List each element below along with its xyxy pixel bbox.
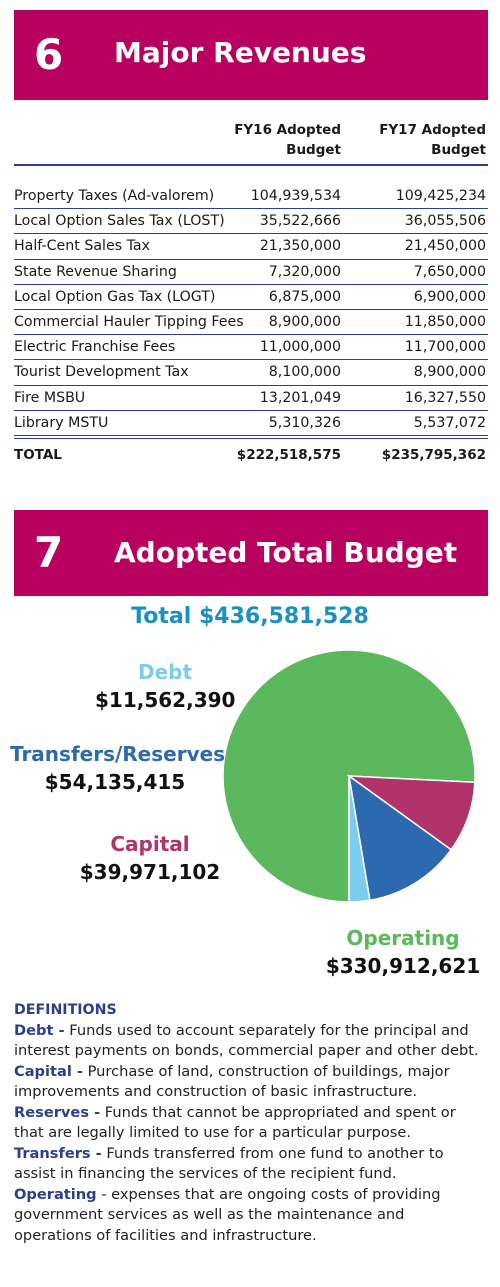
row-fy17: 11,700,000	[404, 339, 486, 356]
pie-slice-operating	[222, 649, 476, 903]
row-fy16: 8,100,000	[268, 364, 341, 381]
definition-term: Operating	[14, 1185, 97, 1203]
row-fy17: 109,425,234	[395, 188, 486, 204]
table-body: Property Taxes (Ad-valorem) 104,939,534 10…	[14, 184, 488, 436]
section-number: 6	[34, 30, 64, 79]
row-fy16: 35,522,666	[259, 213, 341, 230]
definition-item: Reserves - Funds that cannot be appropri…	[14, 1103, 486, 1144]
row-fy17: 7,650,000	[413, 263, 486, 280]
column-header-fy16: FY16 Adopted Budget	[231, 120, 341, 160]
column-header-fy17-label: FY17 Adopted Budget	[379, 122, 486, 158]
row-label: Commercial Hauler Tipping Fees	[14, 313, 244, 330]
row-fy16: 5,310,326	[268, 414, 341, 431]
column-header-fy16-label: FY16 Adopted Budget	[234, 122, 341, 158]
row-label: Local Option Sales Tax (LOST)	[14, 213, 225, 230]
definition-text: Purchase of land, construction of buildi…	[14, 1062, 450, 1101]
definition-item: Operating - expenses that are ongoing co…	[14, 1185, 486, 1247]
table-row: Electric Franchise Fees 11,000,000 11,700,…	[14, 335, 488, 361]
table-row: State Revenue Sharing 7,320,000 7,650,000	[14, 260, 488, 285]
definition-term: Capital -	[14, 1062, 83, 1080]
row-fy17: 36,055,506	[404, 213, 486, 230]
column-header-fy17: FY17 Adopted Budget	[376, 120, 486, 160]
row-fy16: 13,201,049	[259, 389, 341, 406]
total-label: TOTAL	[14, 446, 62, 463]
budget-pie-chart	[222, 649, 476, 903]
table-row: Half-Cent Sales Tax 21,350,000 21,450,000	[14, 234, 488, 260]
table-total-row: TOTAL $222,518,575 $235,795,362	[14, 437, 488, 468]
debt-label: Debt $11,562,390	[95, 660, 235, 712]
row-fy17: 11,850,000	[404, 313, 486, 330]
definition-item: Debt - Funds used to account separately …	[14, 1021, 486, 1062]
transfers-reserves-label: Transfers/Reserves $54,135,415	[10, 742, 226, 794]
capital-name: Capital	[110, 832, 190, 856]
debt-value: $11,562,390	[95, 688, 236, 712]
definition-term: Debt -	[14, 1021, 65, 1039]
row-fy17: 16,327,550	[404, 389, 486, 406]
definition-text: Funds used to account separately for the…	[14, 1021, 479, 1060]
total-fy17: $235,795,362	[381, 446, 486, 463]
row-fy16: 6,875,000	[268, 288, 341, 305]
row-fy17: 21,450,000	[404, 238, 486, 255]
row-fy16: 21,350,000	[259, 238, 341, 255]
row-fy17: 6,900,000	[413, 288, 486, 305]
adopted-total-budget-banner: 7 Adopted Total Budget	[14, 510, 488, 596]
transfers-reserves-value: $54,135,415	[44, 770, 186, 794]
row-label: State Revenue Sharing	[14, 263, 177, 280]
transfers-reserves-name: Transfers/Reserves	[10, 742, 226, 766]
definition-item: Capital - Purchase of land, construction…	[14, 1062, 486, 1103]
table-row: Local Option Gas Tax (LOGT) 6,875,000 6,90…	[14, 285, 488, 310]
row-fy17: 5,537,072	[413, 414, 486, 431]
row-fy16: 104,939,534	[250, 188, 341, 204]
definitions-list: Debt - Funds used to account separately …	[14, 1021, 486, 1247]
table-row: Local Option Sales Tax (LOST) 35,522,666 3…	[14, 209, 488, 235]
table-row: Fire MSBU 13,201,049 16,327,550	[14, 386, 488, 411]
section-title: Major Revenues	[114, 36, 367, 69]
table-row: Property Taxes (Ad-valorem) 104,939,534 10…	[14, 184, 488, 210]
row-fy16: 8,900,000	[268, 313, 341, 330]
section-title: Adopted Total Budget	[114, 536, 458, 569]
operating-name: Operating	[346, 926, 460, 950]
table-row: Library MSTU 5,310,326 5,537,072	[14, 411, 488, 436]
definition-term: Transfers -	[14, 1144, 102, 1162]
table-header: FY16 Adopted Budget FY17 Adopted Budget	[14, 122, 488, 166]
row-label: Half-Cent Sales Tax	[14, 238, 151, 255]
major-revenues-banner: 6 Major Revenues	[14, 10, 488, 100]
pie-slice-transfers-reserves	[347, 774, 453, 902]
row-label: Electric Franchise Fees	[14, 339, 176, 356]
revenue-table: FY16 Adopted Budget FY17 Adopted Budget …	[14, 122, 488, 468]
row-fy17: 8,900,000	[413, 364, 486, 381]
row-fy16: 7,320,000	[268, 263, 341, 280]
pie-title: Total $436,581,528	[131, 604, 369, 629]
row-label: Property Taxes (Ad-valorem)	[14, 188, 215, 204]
definitions-heading: DEFINITIONS	[14, 1002, 117, 1018]
row-label: Library MSTU	[14, 414, 109, 431]
operating-label: Operating $330,912,621	[318, 926, 488, 978]
capital-label: Capital $39,971,102	[75, 832, 225, 884]
table-row: Commercial Hauler Tipping Fees 8,900,000 1…	[14, 310, 488, 336]
definition-text: Funds transferred from one fund to anoth…	[14, 1144, 444, 1183]
definition-term: Reserves -	[14, 1103, 101, 1121]
row-label: Fire MSBU	[14, 389, 86, 406]
definition-text: Funds that cannot be appropriated and sp…	[14, 1103, 456, 1142]
row-fy16: 11,000,000	[259, 339, 341, 356]
operating-value: $330,912,621	[325, 954, 481, 978]
definitions: DEFINITIONS Debt - Funds used to account…	[14, 1000, 486, 1246]
definition-text: - expenses that are ongoing costs of pro…	[14, 1185, 441, 1244]
definition-item: Transfers - Funds transferred from one f…	[14, 1144, 486, 1185]
row-label: Tourist Development Tax	[14, 364, 189, 381]
section-number: 7	[34, 528, 64, 577]
pie-slice-debt	[348, 775, 371, 903]
total-fy16: $222,518,575	[236, 446, 341, 463]
capital-value: $39,971,102	[79, 860, 221, 884]
table-row: Tourist Development Tax 8,100,000 8,900,00…	[14, 360, 488, 386]
row-label: Local Option Gas Tax (LOGT)	[14, 288, 216, 305]
debt-name: Debt	[137, 660, 193, 684]
